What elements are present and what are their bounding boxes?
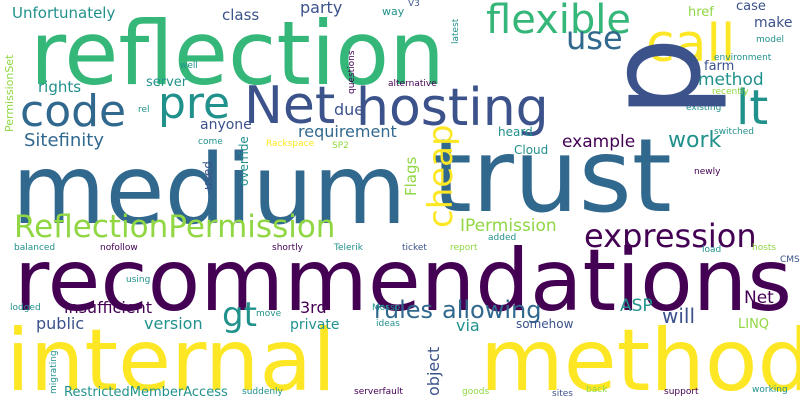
word-will: will xyxy=(662,304,696,328)
word-p: p xyxy=(581,36,730,118)
word-alternative: alternative xyxy=(388,79,437,89)
word-newly: newly xyxy=(694,167,721,177)
word-ticket: ticket xyxy=(402,243,427,253)
word-goods: goods xyxy=(462,387,490,397)
word-medium: medium xyxy=(12,134,407,246)
word-lt: lt xyxy=(736,80,769,136)
word-lodged: lodged xyxy=(10,303,41,313)
word-ipermission: IPermission xyxy=(460,216,557,236)
word-sitefinity: Sitefinity xyxy=(24,130,105,151)
word-case: case xyxy=(736,0,766,14)
word-switched: switched xyxy=(714,127,754,137)
word-sites: sites xyxy=(552,389,573,399)
word-suddenly: suddenly xyxy=(242,387,283,397)
word-private: private xyxy=(290,317,340,333)
word-net-large: Net xyxy=(244,76,336,136)
word-make: make xyxy=(754,15,793,31)
word-rules: rules xyxy=(374,296,434,324)
word-hosting: hosting xyxy=(356,78,549,138)
word-code: code xyxy=(20,86,127,137)
word-telerik: Telerik xyxy=(334,243,363,253)
word-unfortunately: Unfortunately xyxy=(12,4,116,22)
word-heard: heard xyxy=(498,125,533,139)
word-way: way xyxy=(382,5,405,18)
word-method-large: method xyxy=(480,311,800,400)
word-permissionset: PermissionSet xyxy=(3,54,16,132)
word-shortly: shortly xyxy=(272,243,303,253)
word-nofollow: nofollow xyxy=(100,243,138,253)
word-example: example xyxy=(562,132,636,152)
word-report: report xyxy=(450,243,478,253)
word-method-small: method xyxy=(698,70,764,90)
word-environment: environment xyxy=(714,53,772,63)
word-somehow: somehow xyxy=(516,317,574,331)
word-href: href xyxy=(688,5,714,20)
word-well: well xyxy=(180,61,198,71)
word-call: call xyxy=(646,14,736,74)
word-cms: CMS xyxy=(780,255,800,265)
word-rights: rights xyxy=(38,78,82,96)
word-use: use xyxy=(566,19,623,57)
word-cheap: cheap xyxy=(421,124,461,228)
word-rel: rel xyxy=(138,105,150,115)
word-server: server xyxy=(146,75,188,90)
word-restrictedmemberaccess: RestrictedMemberAccess xyxy=(64,385,228,400)
word-serverfault: serverfault xyxy=(354,387,403,397)
word-flags: Flags xyxy=(402,156,420,196)
word-farm: farm xyxy=(704,59,735,74)
word-recommendations: recommendations xyxy=(14,231,793,331)
word-migrating: migrating xyxy=(49,350,59,394)
word-work: work xyxy=(668,128,722,153)
word-v3: V3 xyxy=(408,0,420,9)
word-model: model xyxy=(756,35,785,45)
word-questions: questions xyxy=(347,50,357,94)
word-party: party xyxy=(300,0,343,17)
word-via: via xyxy=(456,316,480,335)
word-mosso: Mosso xyxy=(372,303,401,313)
word-insufficient: insufficient xyxy=(64,298,153,317)
word-public: public xyxy=(36,314,85,333)
word-load: load xyxy=(702,245,722,255)
word-due: due xyxy=(334,100,365,119)
word-object: object xyxy=(424,346,443,396)
word-reflection: reflection xyxy=(30,2,445,105)
word-move: move xyxy=(256,309,282,319)
word-requirement: requirement xyxy=(298,122,397,141)
word-override: override xyxy=(237,136,251,186)
word-sp2: SP2 xyxy=(332,141,349,151)
word-working: working xyxy=(752,385,788,395)
word-trust: trust xyxy=(432,117,672,236)
word-rackspace: Rackspace xyxy=(266,139,315,149)
word-anyone: anyone xyxy=(200,117,252,133)
word-class: class xyxy=(222,6,260,24)
word-allowing: allowing xyxy=(442,296,542,324)
word-net-small: Net xyxy=(744,288,774,308)
word-pre: pre xyxy=(158,78,231,129)
word-using: using xyxy=(126,275,151,285)
word-balanced: balanced xyxy=(14,243,56,253)
word-come: come xyxy=(198,137,223,147)
word-expression: expression xyxy=(584,217,757,255)
word-internal: internal xyxy=(6,311,336,400)
word-3rd: 3rd xyxy=(300,298,327,317)
word-recently: recently xyxy=(712,87,749,97)
word-linq: LINQ xyxy=(738,317,770,332)
word-asp: ASP xyxy=(620,296,653,316)
word-hosts: hosts xyxy=(752,243,777,253)
word-gt: gt xyxy=(222,295,257,335)
word-support: support xyxy=(664,387,699,397)
word-back: back xyxy=(586,385,608,395)
word-version: version xyxy=(144,314,203,333)
word-flexible: flexible xyxy=(486,0,631,43)
word-cloud: Cloud xyxy=(514,143,549,157)
word-latest: latest xyxy=(451,18,461,44)
word-reflectionpermission: ReflectionPermission xyxy=(14,209,336,245)
word-existing: existing xyxy=(686,103,722,113)
word-added: added xyxy=(488,233,517,243)
word-ideas: ideas xyxy=(376,319,400,329)
word-used: used xyxy=(201,161,215,190)
